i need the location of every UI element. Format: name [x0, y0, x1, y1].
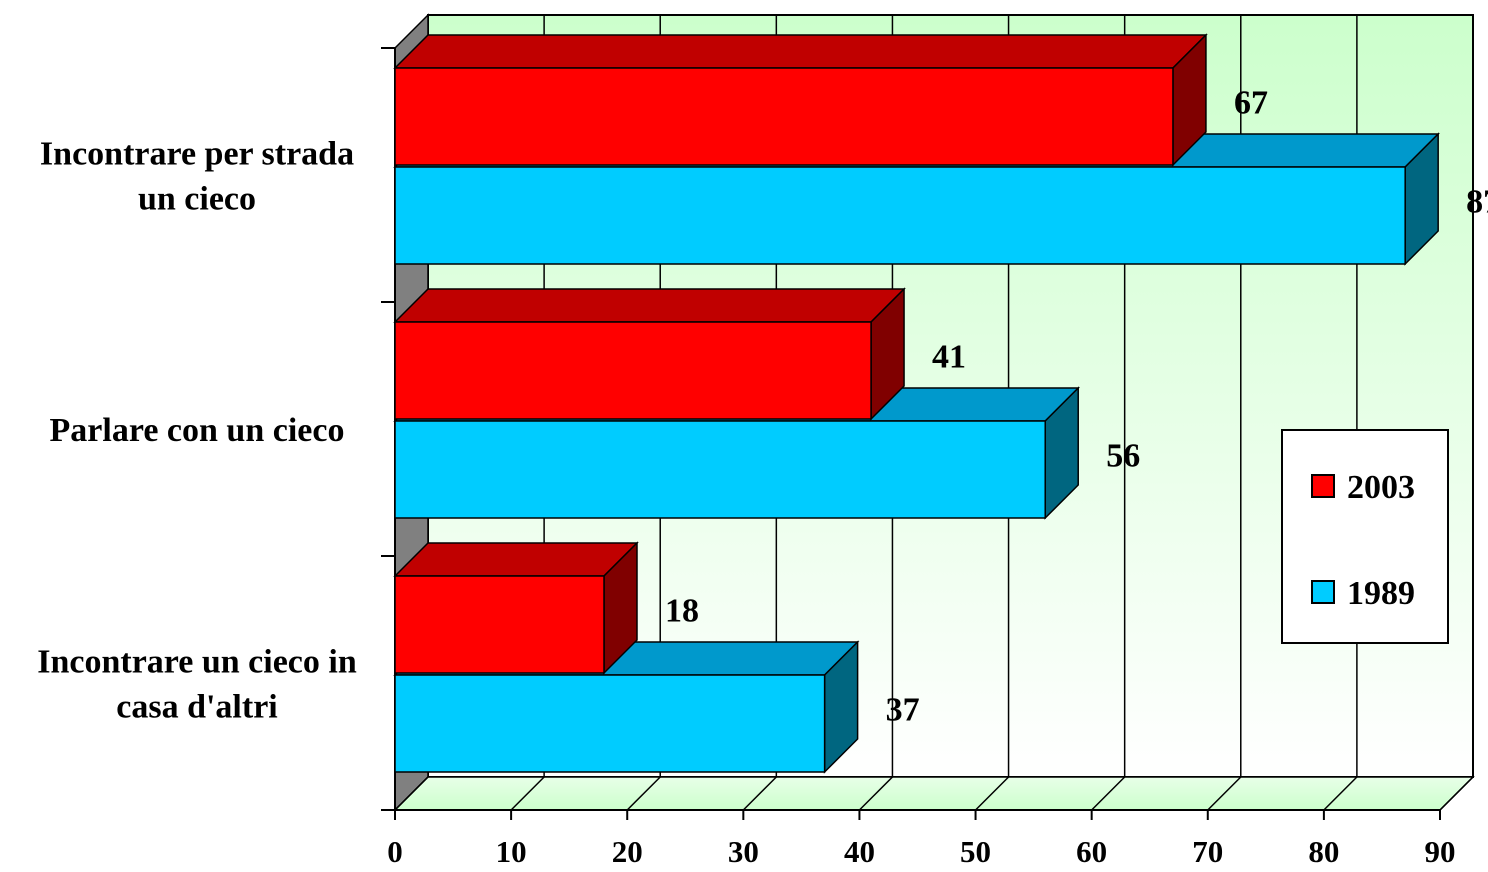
bar-top-2003: [393, 288, 906, 323]
floor-gridline: [1439, 776, 1474, 811]
bar-1989: [394, 420, 1046, 519]
data-label-1989: 37: [886, 692, 920, 729]
x-tick-label: 20: [612, 834, 643, 869]
plot-area: 0 10 20 30 40 50 60 70 80 90 Incontrare per strada…: [37, 13, 1488, 869]
bar-2003: [394, 321, 872, 420]
floor: [393, 776, 1475, 811]
category-label: Incontrare un cieco in: [37, 644, 357, 681]
legend-label-1989: 1989: [1347, 575, 1415, 612]
x-tick-label: 80: [1308, 834, 1339, 869]
x-tick-label: 90: [1425, 834, 1456, 869]
x-tick-label: 50: [960, 834, 991, 869]
x-tick-label: 70: [1192, 834, 1223, 869]
bar-1989: [394, 674, 826, 773]
data-label-2003: 67: [1234, 85, 1268, 122]
category-label: casa d'altri: [116, 689, 277, 726]
floor-gridline: [510, 776, 545, 811]
legend-swatch-1989: [1311, 580, 1335, 604]
floor-gridline: [1323, 776, 1358, 811]
floor-gridline: [1207, 776, 1242, 811]
floor-gridline: [626, 776, 661, 811]
x-tick-label: 10: [496, 834, 527, 869]
legend-label-2003: 2003: [1347, 469, 1415, 506]
bar-top-2003: [393, 542, 639, 577]
data-label-1989: 87: [1466, 184, 1488, 221]
legend: 2003 1989: [1281, 429, 1449, 644]
x-tick-label: 60: [1076, 834, 1107, 869]
legend-box: [1281, 429, 1449, 644]
data-label-2003: 41: [932, 339, 966, 376]
bar-2003: [394, 575, 605, 674]
category-label: Incontrare per strada: [40, 136, 354, 173]
legend-swatch-2003: [1311, 474, 1335, 498]
floor-gridline: [394, 776, 429, 811]
x-tick-label: 40: [844, 834, 875, 869]
bar-top-2003: [393, 34, 1208, 69]
category-label: Parlare con un cieco: [50, 412, 345, 449]
floor-gridline: [858, 776, 893, 811]
floor-gridline: [742, 776, 777, 811]
bar-1989: [394, 166, 1406, 265]
floor-gridline: [975, 776, 1010, 811]
x-tick-label: 30: [728, 834, 759, 869]
bar-2003: [394, 67, 1174, 166]
data-label-1989: 56: [1106, 438, 1140, 475]
floor-gridline: [1091, 776, 1126, 811]
data-label-2003: 18: [665, 593, 699, 630]
category-label: un cieco: [138, 181, 256, 218]
x-tick-label: 0: [387, 834, 403, 869]
